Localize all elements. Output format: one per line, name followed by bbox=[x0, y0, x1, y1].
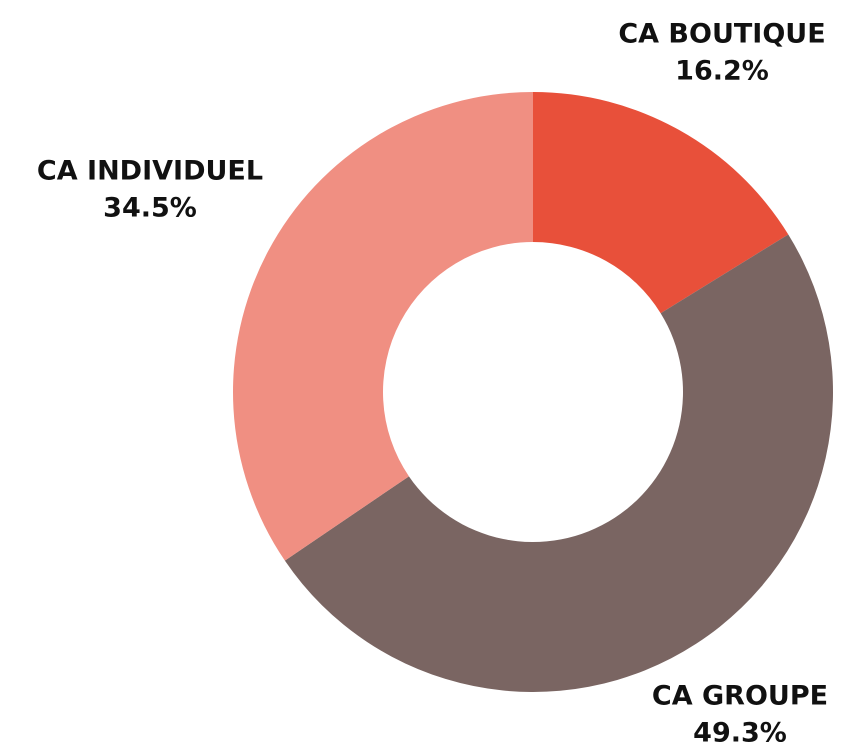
slice-label: CA BOUTIQUE bbox=[618, 19, 825, 50]
slice-value: 34.5% bbox=[103, 193, 197, 224]
slice-value: 49.3% bbox=[693, 718, 787, 746]
donut-slice bbox=[533, 92, 789, 314]
slice-label: CA GROUPE bbox=[652, 681, 828, 712]
slice-value: 16.2% bbox=[675, 56, 769, 87]
donut-slice bbox=[232, 92, 533, 561]
slice-label: CA INDIVIDUEL bbox=[37, 156, 263, 187]
donut-slice bbox=[284, 234, 833, 693]
